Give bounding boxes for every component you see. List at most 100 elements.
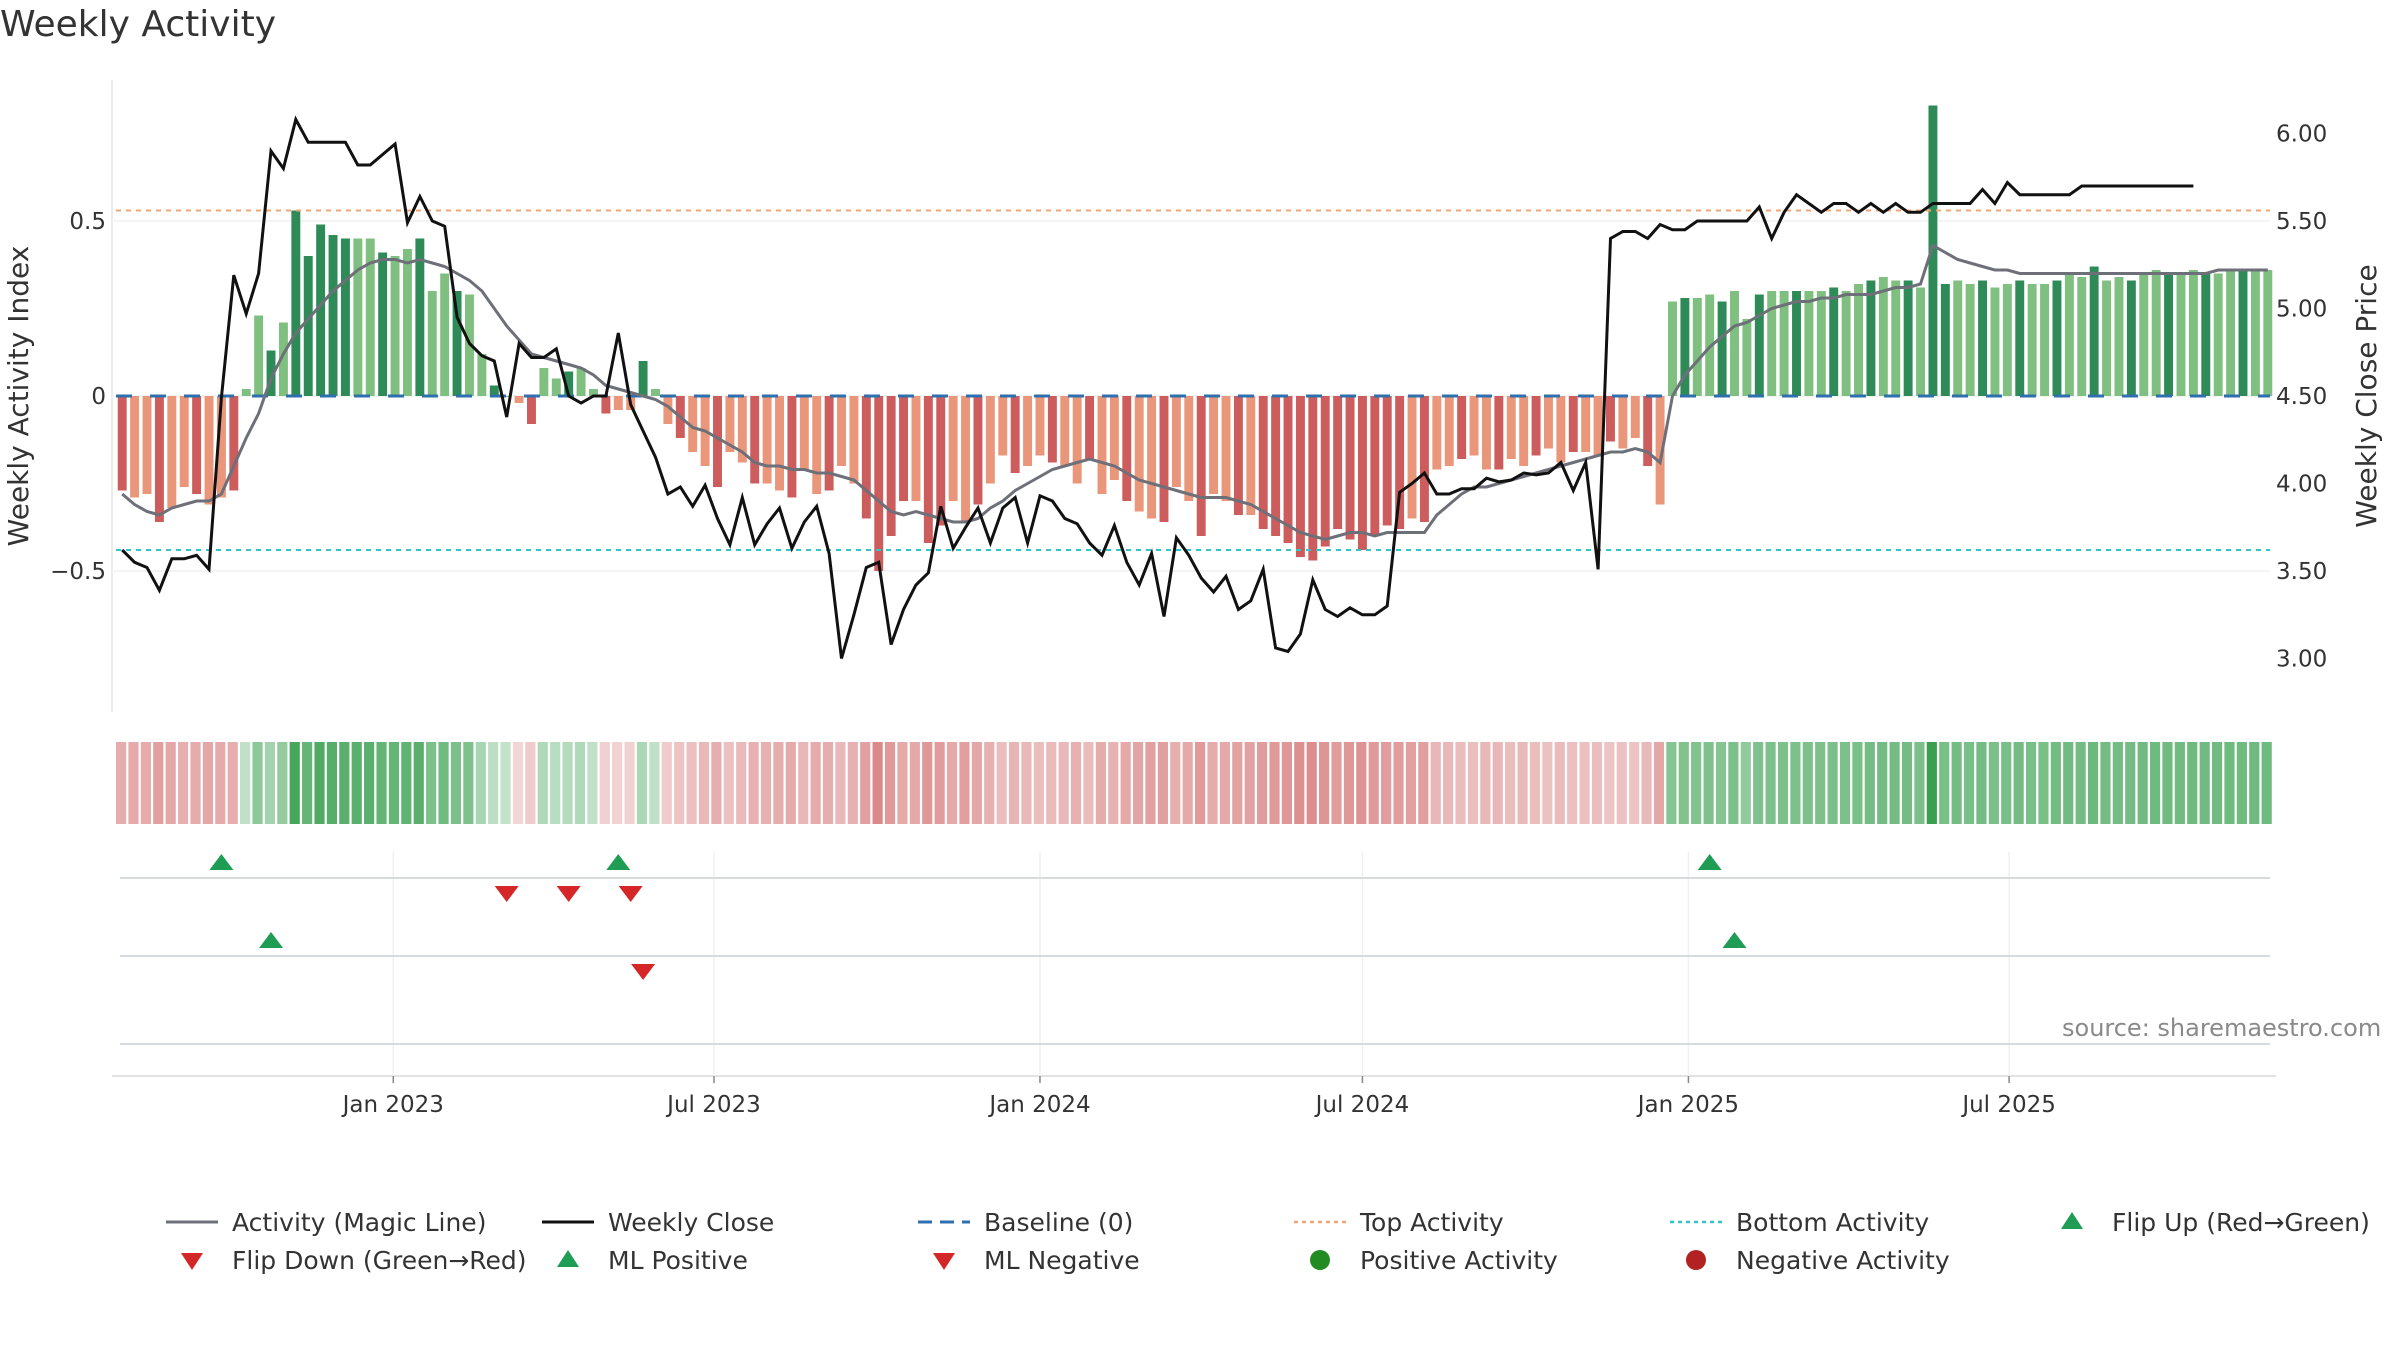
heat-strip-cell (2261, 742, 2272, 824)
activity-bar (1953, 280, 1963, 396)
activity-bar (2139, 273, 2149, 396)
activity-bar (1717, 301, 1727, 396)
heat-strip-cell (1331, 742, 1342, 824)
heat-strip-cell (2187, 742, 2198, 824)
heat-strip-cell (884, 742, 896, 824)
heat-strip-cell (326, 742, 338, 824)
activity-bar (1680, 298, 1690, 396)
heat-strip-cell (686, 742, 697, 824)
heat-strip-cell (2236, 742, 2247, 824)
heat-strip-cell (500, 742, 511, 824)
activity-bar (1370, 396, 1380, 536)
activity-bar (514, 396, 524, 403)
heat-strip-cell (1021, 742, 1032, 824)
flip-down-marker (494, 886, 519, 902)
heat-strip-cell (1232, 742, 1243, 824)
activity-bar (2250, 270, 2260, 396)
heat-strip-cell (426, 742, 437, 824)
heat-strip-cell (1083, 742, 1094, 824)
heat-strip-cell (1579, 742, 1590, 824)
heat-strip-cell (698, 742, 710, 824)
activity-bar (1742, 319, 1752, 396)
activity-bar (1841, 291, 1851, 396)
heat-strip-cell (2174, 742, 2185, 824)
heat-strip-cell (475, 742, 486, 824)
legend-negative-activity-label: Negative Activity (1736, 1245, 1950, 1275)
activity-bar (179, 396, 189, 487)
heat-strip-cell (1790, 742, 1801, 824)
heat-strip-cell (1877, 742, 1888, 824)
heat-strip-cell (1046, 742, 1057, 824)
heat-strip-cell (922, 742, 933, 824)
activity-bar (1320, 396, 1330, 547)
activity-bar (1531, 396, 1541, 456)
heat-strip-cell (1281, 742, 1292, 824)
heat-strip-cell (1666, 742, 1677, 824)
heat-strip-cell (909, 742, 920, 824)
activity-bar (2015, 280, 2025, 396)
heat-strip-cell (1294, 742, 1305, 824)
activity-bar (1457, 396, 1467, 459)
activity-bar (1035, 396, 1045, 456)
heat-strip-cell (1815, 742, 1826, 824)
activity-bar (2089, 266, 2099, 396)
heat-strip-cell (1008, 742, 1020, 824)
right-tick-label: 6.00 (2276, 122, 2327, 148)
activity-bar (204, 396, 214, 505)
activity-bar (2226, 270, 2236, 396)
heat-strip-cell (1070, 742, 1082, 824)
heat-strip-cell (624, 742, 635, 824)
heat-strip-cell (376, 742, 387, 824)
heat-strip-cell (339, 742, 350, 824)
x-tick-label: Jul 2023 (665, 1092, 761, 1118)
flip-down-marker (556, 886, 581, 902)
heat-strip-cell (488, 742, 499, 824)
activity-bar (440, 273, 450, 396)
activity-bar (427, 291, 437, 396)
legend-magic-line-label: Activity (Magic Line) (232, 1207, 487, 1237)
heat-strip-cell (847, 742, 858, 824)
heat-strip-cell (636, 742, 648, 824)
heat-strip-cell (1777, 742, 1789, 824)
activity-bar (452, 291, 462, 396)
heat-strip-cell (1529, 742, 1541, 824)
heat-strip-cell (971, 742, 982, 824)
activity-bar (539, 368, 549, 396)
heat-strip-cell (1641, 742, 1652, 824)
heat-strip-cell (1926, 742, 1937, 824)
heat-strip-cell (128, 742, 139, 824)
activity-bar (390, 256, 400, 396)
activity-bar (812, 396, 822, 494)
activity-bar (1295, 396, 1305, 557)
heat-strip-cell (1715, 742, 1727, 824)
heat-strip-cell (1678, 742, 1689, 824)
activity-bar (1159, 396, 1169, 522)
activity-bar (353, 238, 363, 396)
flip-up-marker (209, 854, 234, 870)
activity-bar (799, 396, 809, 470)
activity-bar (1792, 291, 1801, 396)
activity-bar (328, 235, 338, 396)
activity-bar (663, 396, 673, 424)
activity-bar (291, 210, 301, 396)
heat-strip-cell (2025, 742, 2037, 824)
activity-bar (1940, 284, 1950, 396)
heat-strip-cell (2199, 742, 2210, 824)
activity-bar (2064, 273, 2074, 396)
heat-strip-cell (1058, 742, 1069, 824)
activity-bar (216, 396, 226, 498)
activity-bar (1668, 301, 1677, 396)
heat-strip-cell (2224, 742, 2235, 824)
activity-bar (316, 224, 326, 396)
activity-bar (1221, 396, 1231, 501)
legend-baseline-label: Baseline (0) (984, 1207, 1134, 1237)
activity-bar (278, 322, 288, 396)
heat-strip-cell (364, 742, 375, 824)
activity-bar (1283, 396, 1293, 543)
activity-bar (1965, 284, 1975, 396)
heat-strip-cell (302, 742, 313, 824)
activity-bar (303, 256, 313, 396)
activity-bar (1060, 396, 1070, 466)
heat-strip-cell (1653, 742, 1665, 824)
activity-bar (1233, 396, 1243, 515)
